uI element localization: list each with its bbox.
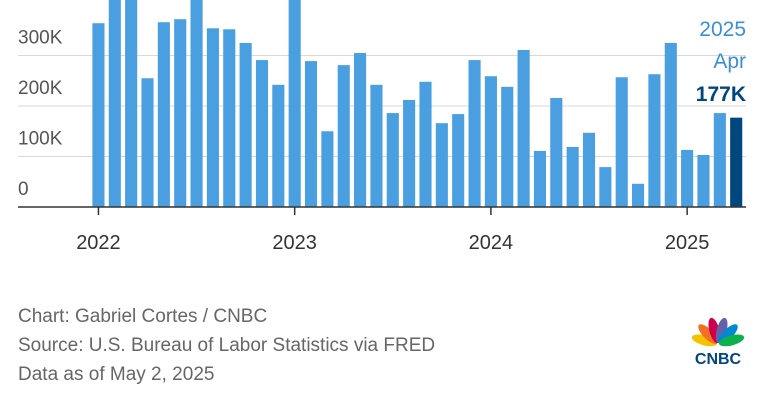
bar — [125, 0, 138, 208]
y-tick-label: 0 — [18, 179, 29, 200]
bar — [484, 76, 497, 207]
bar — [206, 28, 219, 208]
annotation-year: 2025 — [699, 18, 746, 41]
bar — [288, 0, 301, 208]
bar — [403, 99, 416, 207]
bar — [272, 84, 285, 207]
bar — [632, 183, 645, 207]
bar — [223, 29, 236, 207]
bar — [304, 61, 318, 208]
x-tick-label: 2025 — [665, 232, 710, 254]
bar — [713, 113, 726, 207]
y-tick-label: 100K — [18, 129, 63, 150]
bar — [92, 23, 105, 207]
bar — [566, 146, 579, 207]
annotation-value: 177K — [696, 83, 746, 106]
bar — [141, 78, 154, 207]
y-tick-label: 300K — [18, 28, 63, 49]
bar — [582, 132, 596, 207]
annotation-month: Apr — [713, 50, 746, 73]
bar — [550, 97, 563, 207]
x-tick-label: 2023 — [272, 232, 317, 254]
bar — [615, 77, 628, 207]
bar — [174, 19, 187, 208]
footer-source: Source: U.S. Bureau of Labor Statistics … — [18, 335, 435, 356]
bar — [354, 53, 367, 208]
logo-text: CNBC — [695, 351, 742, 368]
bar — [239, 42, 252, 207]
bar — [108, 0, 121, 208]
bar — [697, 154, 710, 207]
footer-date: Data as of May 2, 2025 — [18, 364, 214, 385]
bars — [92, 0, 743, 208]
bar — [386, 113, 399, 207]
bar — [157, 22, 170, 208]
axis: 2022 2023 2024 2025 — [18, 206, 746, 254]
footer-credit: Chart: Gabriel Cortes / CNBC — [18, 306, 267, 327]
y-tick-label: 200K — [18, 78, 63, 99]
bar — [599, 167, 612, 207]
bar — [419, 81, 432, 207]
bar — [468, 60, 481, 207]
bar — [501, 86, 514, 207]
bar — [190, 0, 203, 207]
x-tick-label: 2024 — [469, 232, 514, 254]
bar — [517, 49, 530, 207]
bar — [321, 131, 334, 207]
bar — [337, 65, 350, 207]
bar — [435, 123, 448, 207]
logo: CNBC — [691, 317, 745, 368]
bar — [648, 74, 661, 207]
bar — [255, 60, 269, 207]
bar — [730, 117, 743, 207]
bar — [664, 42, 677, 207]
x-tick-label: 2022 — [76, 232, 121, 254]
bar — [533, 150, 547, 207]
bar — [452, 114, 465, 207]
bar — [681, 149, 694, 207]
bar — [370, 84, 383, 207]
